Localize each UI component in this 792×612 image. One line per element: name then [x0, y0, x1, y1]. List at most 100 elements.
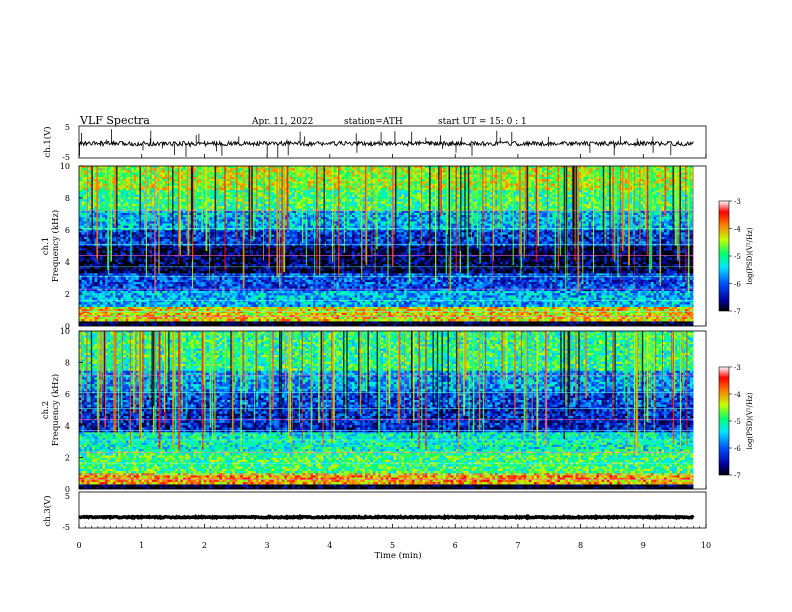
psd-cell [349, 311, 352, 313]
psd-cell [404, 273, 407, 275]
ch1-spectrogram [79, 166, 706, 326]
psd-cell [251, 282, 254, 284]
psd-cell [256, 293, 259, 295]
psd-cell [206, 278, 209, 280]
psd-cell [620, 317, 623, 319]
psd-cell [282, 280, 285, 282]
psd-cell [420, 291, 423, 293]
psd-cell [565, 309, 568, 311]
psd-cell [547, 319, 550, 321]
psd-cell [604, 291, 607, 293]
psd-cell [612, 295, 615, 297]
psd-cell [485, 321, 488, 324]
psd-cell [511, 313, 514, 315]
psd-cell [238, 305, 241, 307]
psd-cell [630, 319, 633, 321]
psd-cell [310, 313, 313, 315]
psd-cell [152, 317, 155, 319]
psd-cell [300, 302, 303, 304]
psd-cell [305, 321, 308, 324]
psd-cell [407, 311, 410, 313]
psd-cell [524, 317, 527, 319]
psd-cell [82, 273, 85, 275]
psd-cell [245, 282, 248, 284]
psd-cell [212, 307, 215, 309]
psd-cell [248, 278, 251, 280]
psd-cell [399, 273, 402, 275]
psd-cell [456, 280, 459, 282]
psd-cell [245, 291, 248, 293]
psd-cell [487, 280, 490, 282]
psd-cell [599, 291, 602, 293]
psd-cell [222, 302, 225, 304]
psd-cell [466, 291, 469, 293]
psd-cell [404, 298, 407, 300]
psd-cell [292, 280, 295, 282]
psd-cell [615, 317, 618, 319]
psd-cell [238, 302, 241, 304]
psd-cell [201, 273, 204, 275]
psd-cell [531, 295, 534, 297]
psd-cell [420, 317, 423, 319]
psd-cell [100, 282, 103, 284]
psd-cell [219, 313, 222, 315]
psd-cell [464, 291, 467, 293]
psd-cell [214, 319, 217, 321]
psd-cell [152, 311, 155, 313]
psd-cell [199, 280, 202, 282]
psd-cell [261, 305, 264, 307]
psd-cell [407, 317, 410, 319]
psd-cell [139, 298, 142, 300]
psd-cell [529, 305, 532, 307]
psd-cell [461, 295, 464, 297]
psd-cell [500, 307, 503, 309]
psd-cell [604, 280, 607, 282]
psd-cell [388, 295, 391, 297]
psd-cell [635, 319, 638, 321]
psd-cell [235, 293, 238, 295]
psd-cell [399, 291, 402, 293]
psd-cell [136, 313, 139, 315]
psd-cell [173, 305, 176, 307]
psd-cell [565, 311, 568, 313]
psd-cell [269, 309, 272, 311]
psd-cell [344, 319, 347, 321]
psd-cell [591, 302, 594, 304]
psd-cell [97, 273, 100, 275]
psd-cell [217, 278, 220, 280]
psd-cell [633, 307, 636, 309]
psd-cell [654, 295, 657, 297]
psd-cell [97, 309, 100, 311]
psd-cell [147, 293, 150, 295]
psd-cell [404, 293, 407, 295]
psd-cell [352, 298, 355, 300]
psd-cell [524, 309, 527, 311]
psd-cell [641, 298, 644, 300]
psd-cell [474, 307, 477, 309]
psd-cell [256, 307, 259, 309]
psd-cell [516, 273, 519, 275]
psd-cell [264, 280, 267, 282]
psd-cell [651, 305, 654, 307]
psd-cell [193, 317, 196, 319]
psd-cell [188, 321, 191, 324]
psd-cell [607, 273, 610, 275]
psd-cell [474, 309, 477, 311]
psd-cell [573, 319, 576, 321]
psd-cell [427, 291, 430, 293]
psd-cell [661, 298, 664, 300]
psd-cell [79, 317, 82, 319]
psd-cell [121, 295, 124, 297]
psd-cell [498, 291, 501, 293]
psd-cell [578, 293, 581, 295]
psd-cell [612, 273, 615, 275]
psd-cell [638, 311, 641, 313]
psd-cell [420, 295, 423, 297]
psd-cell [147, 273, 150, 275]
psd-cell [430, 302, 433, 304]
psd-cell [591, 317, 594, 319]
psd-cell [417, 319, 420, 321]
psd-cell [635, 321, 638, 324]
psd-cell [303, 319, 306, 321]
psd-cell [612, 291, 615, 293]
